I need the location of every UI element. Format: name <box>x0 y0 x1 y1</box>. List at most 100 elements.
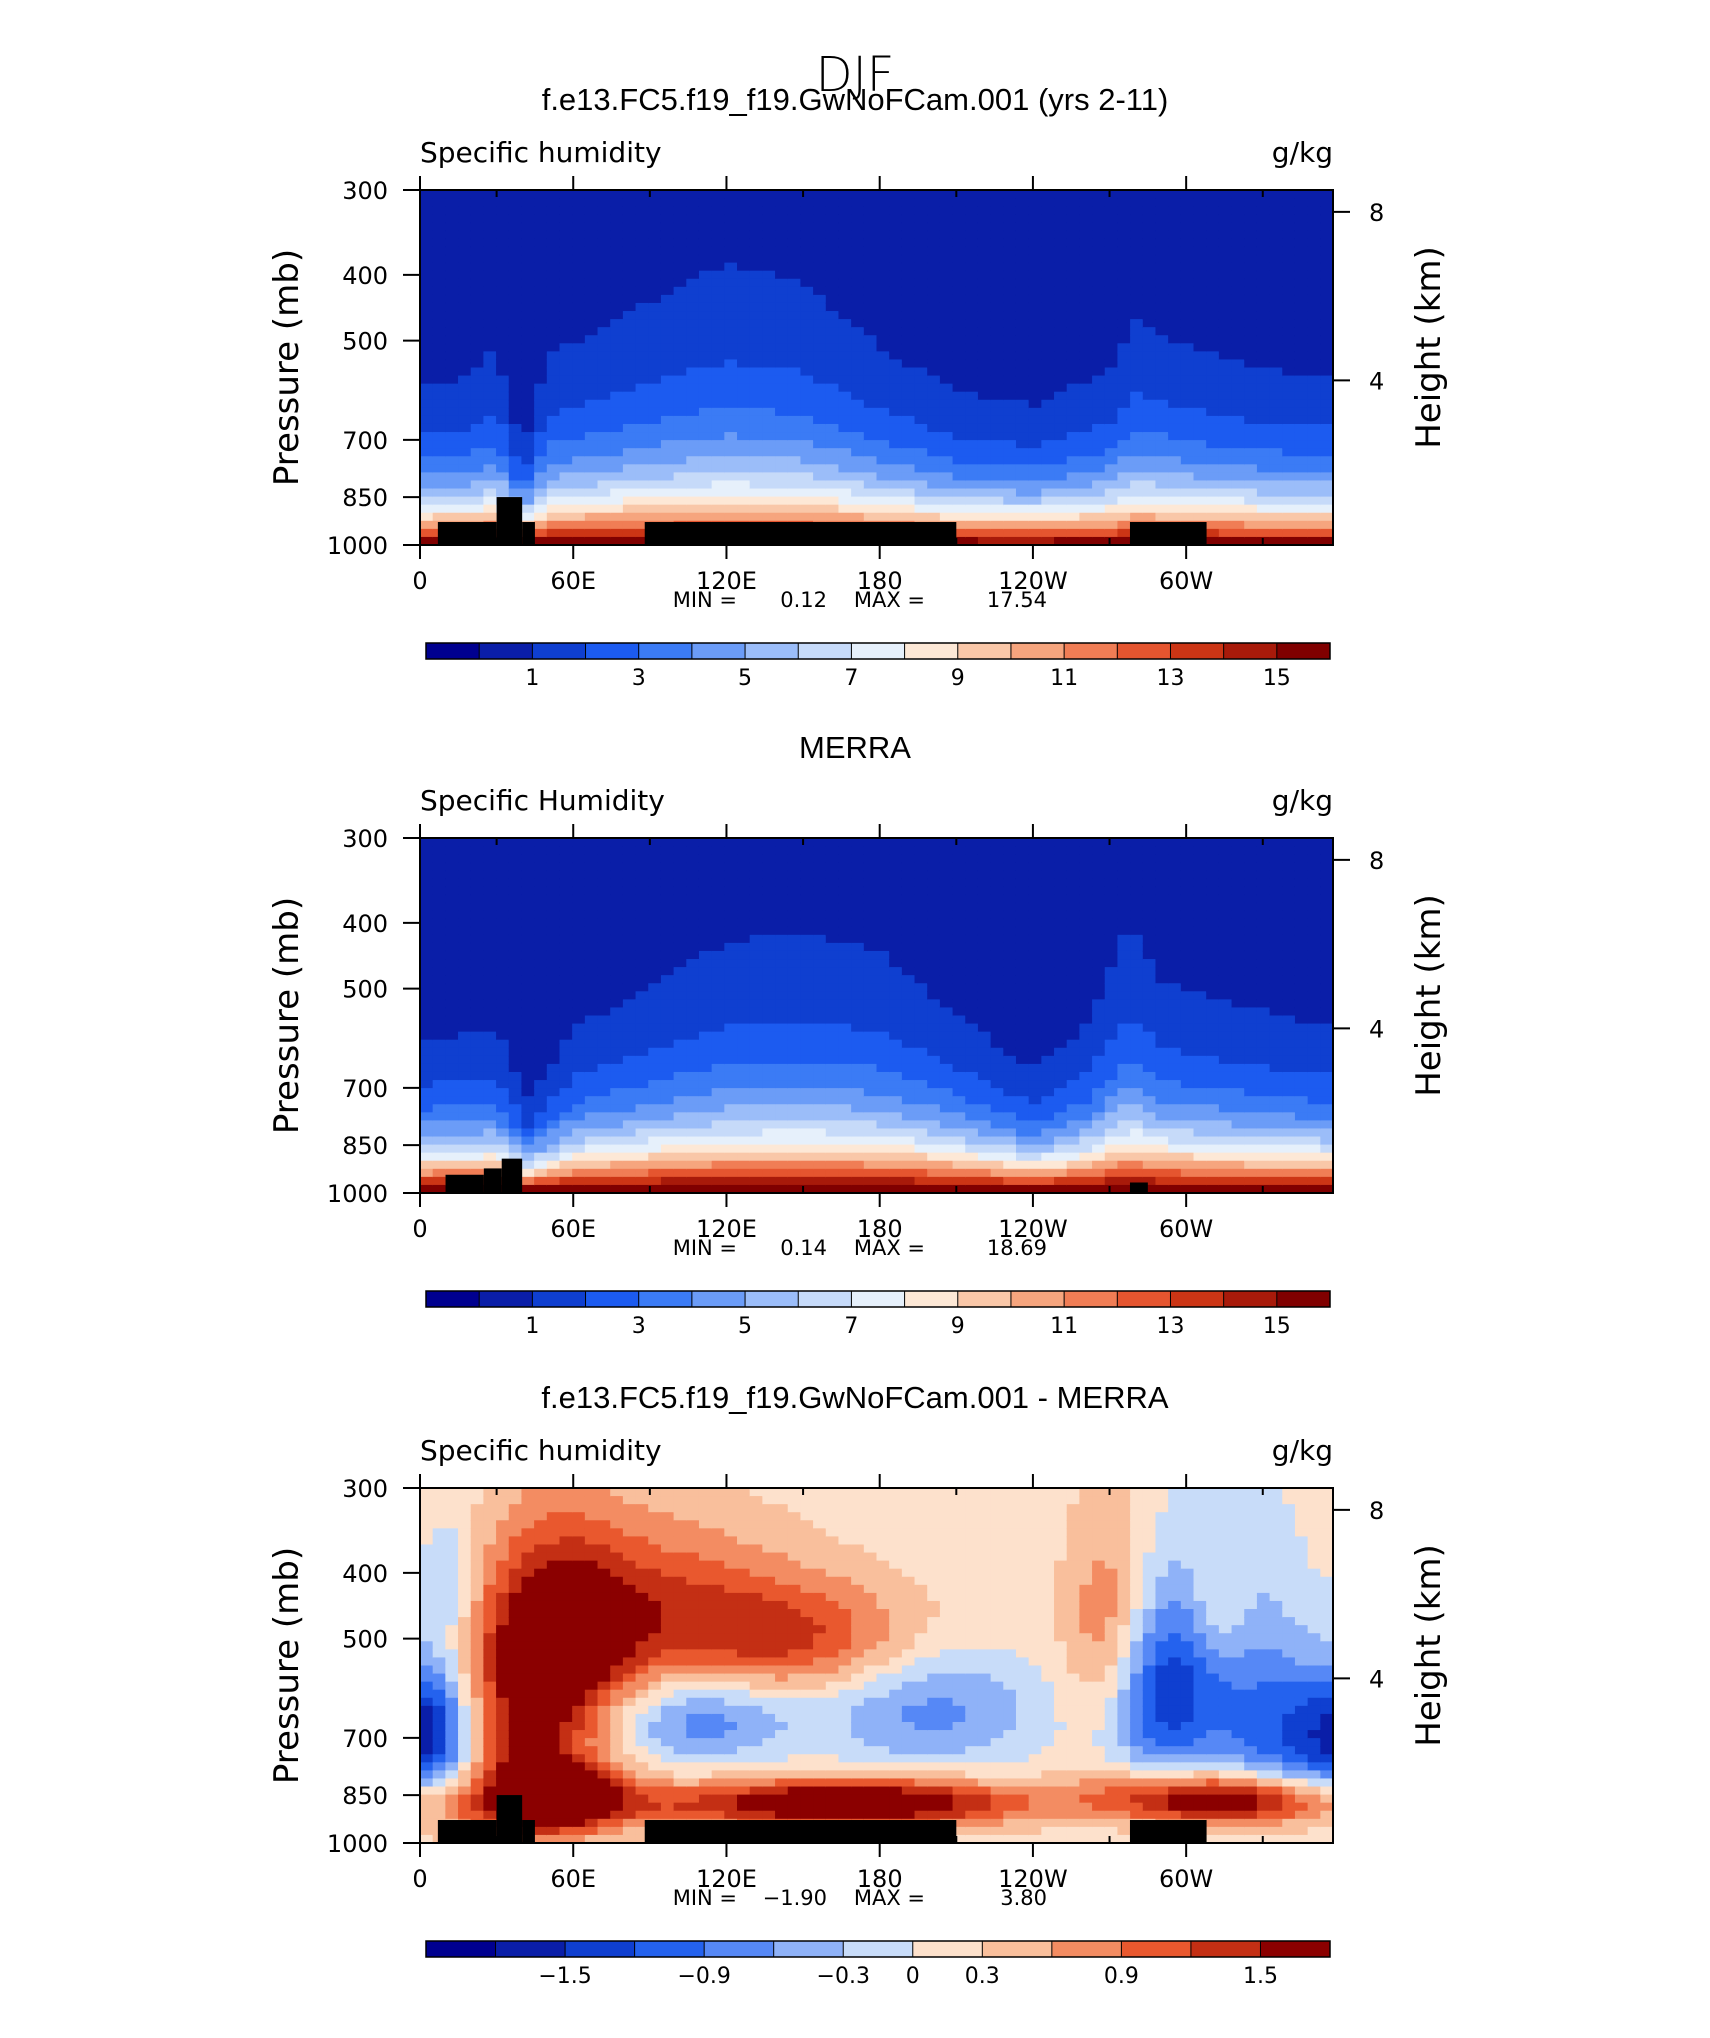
heatmap-cell <box>775 278 789 288</box>
heatmap-cell <box>648 918 662 928</box>
heatmap-cell <box>686 327 700 337</box>
heatmap-cell <box>825 496 840 506</box>
heatmap-cell <box>483 206 497 216</box>
heatmap-cell <box>483 1007 497 1017</box>
heatmap-cell <box>927 351 941 361</box>
heatmap-cell <box>724 1063 738 1073</box>
heatmap-cell <box>445 464 459 474</box>
heatmap-cell <box>445 1104 459 1114</box>
heatmap-cell <box>737 1104 751 1114</box>
heatmap-cell <box>851 1152 865 1162</box>
heatmap-cell <box>965 423 979 433</box>
heatmap-cell <box>889 1031 903 1041</box>
heatmap-cell <box>1142 198 1157 207</box>
heatmap-cell <box>901 999 916 1009</box>
heatmap-cell <box>445 351 459 361</box>
heatmap-cell <box>1218 383 1233 393</box>
heatmap-cell <box>1294 214 1309 224</box>
heatmap-cell <box>863 838 878 847</box>
heatmap-cell <box>1066 246 1081 256</box>
heatmap-cell <box>724 302 738 312</box>
heatmap-cell <box>825 440 840 449</box>
heatmap-cell <box>749 512 764 522</box>
heatmap-cell <box>508 351 523 361</box>
heatmap-cell <box>622 351 637 361</box>
heatmap-cell <box>1168 496 1182 506</box>
heatmap-cell <box>863 862 878 872</box>
heatmap-cell <box>1104 488 1119 498</box>
heatmap-cell <box>1193 222 1207 232</box>
heatmap-cell <box>584 472 599 482</box>
heatmap-cell <box>711 878 726 888</box>
heatmap-cell <box>1180 222 1195 232</box>
heatmap-cell <box>1320 399 1334 409</box>
heatmap-cell <box>610 536 624 546</box>
heatmap-cell <box>1244 528 1258 538</box>
heatmap-cell <box>622 456 637 466</box>
heatmap-cell <box>939 319 954 328</box>
heatmap-cell <box>508 926 523 936</box>
heatmap-cell <box>445 311 459 320</box>
heatmap-cell <box>787 351 802 361</box>
heatmap-cell <box>508 1112 523 1122</box>
heatmap-cell <box>813 278 827 288</box>
heatmap-cell <box>572 967 586 976</box>
heatmap-cell <box>889 902 903 912</box>
heatmap-cell <box>648 1063 662 1073</box>
heatmap-cell <box>1193 367 1207 377</box>
heatmap-cell <box>1054 190 1068 199</box>
heatmap-cell <box>584 1136 599 1146</box>
heatmap-cell <box>787 1007 802 1017</box>
heatmap-cell <box>534 846 548 855</box>
heatmap-cell <box>889 1160 903 1170</box>
heatmap-cell <box>724 1184 738 1194</box>
heatmap-cell <box>1092 206 1106 216</box>
heatmap-cell <box>648 1168 662 1178</box>
heatmap-cell <box>800 870 814 880</box>
heatmap-cell <box>952 206 967 216</box>
heatmap-cell <box>622 1096 637 1106</box>
heatmap-cell <box>686 926 700 936</box>
heatmap-cell <box>876 319 890 328</box>
heatmap-cell <box>1206 520 1220 530</box>
heatmap-cell <box>838 1168 852 1178</box>
heatmap-cell <box>1231 423 1246 433</box>
heatmap-cell <box>889 1063 903 1073</box>
heatmap-cell <box>851 1071 865 1081</box>
heatmap-cell <box>711 214 726 224</box>
heatmap-cell <box>863 311 878 320</box>
heatmap-cell <box>534 1112 548 1122</box>
heatmap-cell <box>775 415 789 425</box>
heatmap-cell <box>1218 528 1233 538</box>
heatmap-cell <box>508 246 523 256</box>
heatmap-cell <box>521 391 535 401</box>
heatmap-cell <box>1155 222 1169 232</box>
heatmap-cell <box>534 190 548 199</box>
heatmap-cell <box>838 1015 852 1025</box>
heatmap-cell <box>800 399 814 409</box>
heatmap-cell <box>737 1088 751 1097</box>
heatmap-cell <box>901 375 916 385</box>
heatmap-cell <box>825 367 840 377</box>
heatmap-cell <box>534 886 548 896</box>
heatmap-cell <box>914 262 929 272</box>
heatmap-cell <box>889 456 903 466</box>
heatmap-cell <box>610 1015 624 1025</box>
heatmap-cell <box>1054 278 1068 288</box>
heatmap-cell <box>1244 520 1258 530</box>
heatmap-cell <box>572 1112 586 1122</box>
heatmap-cell <box>1269 311 1284 320</box>
heatmap-cell <box>432 1063 447 1073</box>
heatmap-cell <box>749 854 764 864</box>
heatmap-cell <box>1015 520 1030 530</box>
heatmap-cell <box>1066 262 1081 272</box>
heatmap-cell <box>648 407 662 417</box>
heatmap-cell <box>483 1063 497 1073</box>
heatmap-cell <box>432 1160 447 1170</box>
heatmap-cell <box>673 206 688 216</box>
heatmap-cell <box>749 319 764 328</box>
heatmap-cell <box>635 214 650 224</box>
heatmap-cell <box>939 464 954 474</box>
heatmap-cell <box>597 206 612 216</box>
heatmap-cell <box>496 302 510 312</box>
